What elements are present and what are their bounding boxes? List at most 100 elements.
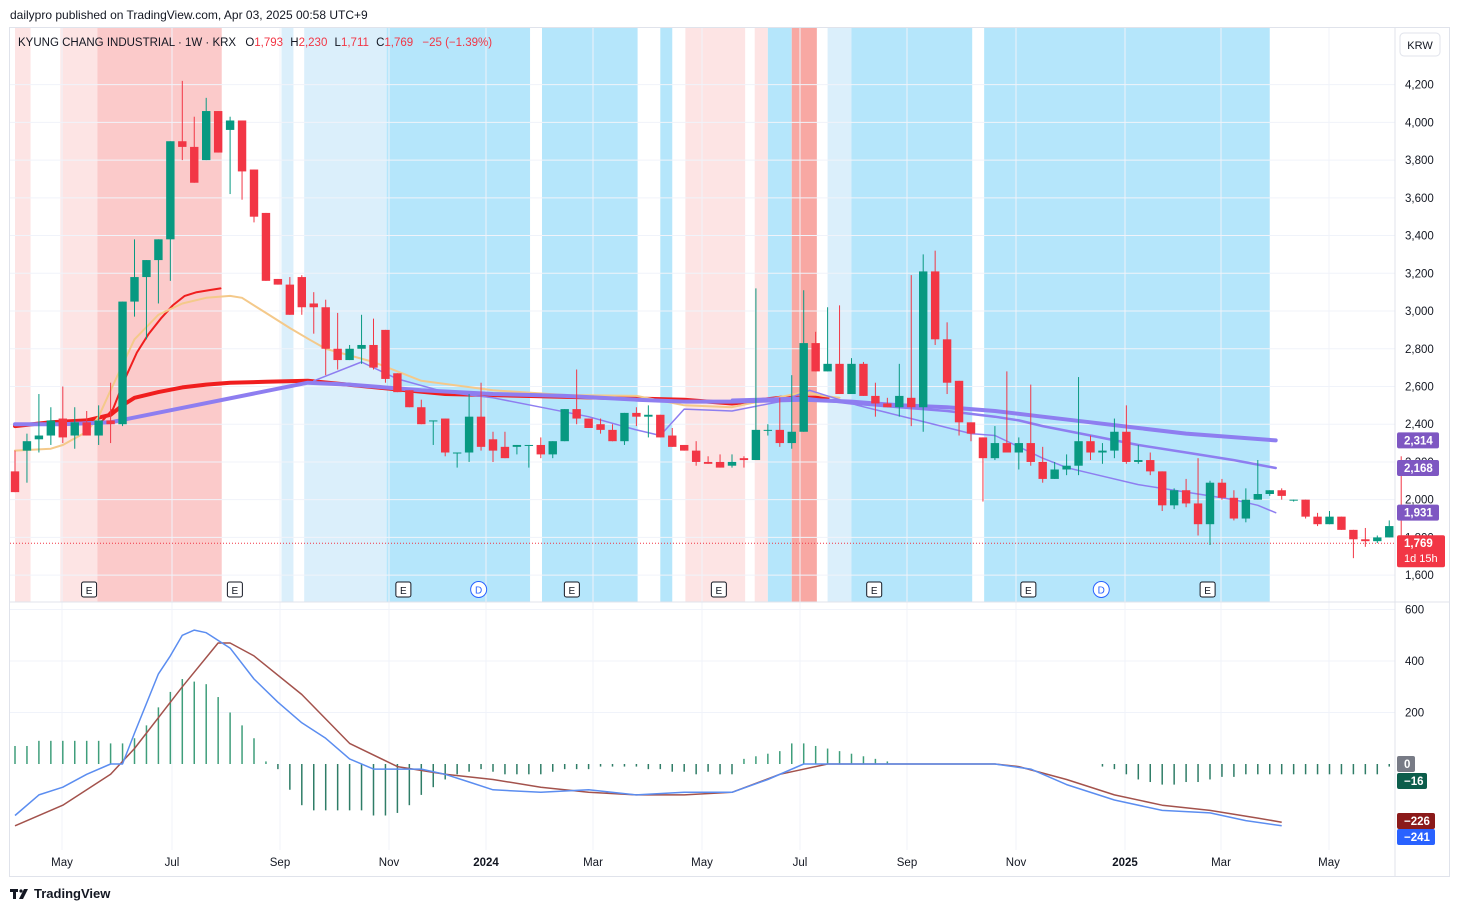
candle xyxy=(823,307,832,372)
candle-body xyxy=(847,363,856,395)
macd-value-label-bg xyxy=(1397,756,1415,772)
candle xyxy=(46,407,56,445)
background-band xyxy=(304,28,387,602)
candle xyxy=(1002,371,1012,453)
candle-body xyxy=(1026,443,1035,462)
candle-body xyxy=(1193,503,1203,525)
candle xyxy=(1241,488,1251,523)
candle-body xyxy=(285,284,295,315)
candle-body xyxy=(524,444,534,446)
price-tick-label: 2,000 xyxy=(1405,495,1434,507)
background-band xyxy=(541,28,638,602)
candle xyxy=(1146,452,1155,476)
earnings-marker[interactable]: E xyxy=(1020,581,1037,598)
candle xyxy=(1169,488,1179,510)
candle-body xyxy=(1289,499,1298,501)
candle-body xyxy=(1146,460,1155,472)
candle-body xyxy=(321,307,330,349)
dividend-marker[interactable]: D xyxy=(470,581,488,598)
background-band xyxy=(386,28,531,602)
tradingview-footer[interactable]: TradingView xyxy=(10,886,110,901)
candle-body xyxy=(775,429,784,444)
candle xyxy=(1253,460,1262,500)
earnings-marker-label: E xyxy=(871,586,878,597)
earnings-marker[interactable]: E xyxy=(395,581,412,598)
candle xyxy=(1385,520,1394,538)
candle xyxy=(871,382,880,417)
earnings-marker[interactable]: E xyxy=(710,581,727,598)
candle-body xyxy=(560,409,569,442)
candle-body xyxy=(166,141,175,240)
price-tick-label: 2,400 xyxy=(1405,419,1434,431)
candle-body xyxy=(548,441,557,455)
earnings-marker[interactable]: E xyxy=(226,581,243,598)
candle xyxy=(1086,435,1095,461)
macd-axis-ticks: 600 400 200 xyxy=(1405,605,1424,720)
macd-histogram xyxy=(14,679,1390,816)
earnings-marker[interactable]: E xyxy=(563,581,580,598)
candle xyxy=(1361,527,1370,547)
candle-body xyxy=(297,277,306,308)
earnings-marker-box xyxy=(866,581,883,598)
price-tick-label: 4,000 xyxy=(1405,117,1434,129)
candle-body xyxy=(680,444,689,451)
dividend-marker[interactable]: D xyxy=(1092,581,1110,598)
candle-body xyxy=(1313,516,1322,525)
candle xyxy=(1229,490,1239,521)
candle xyxy=(1289,499,1298,502)
candle xyxy=(811,331,820,372)
candle xyxy=(118,301,127,427)
candle xyxy=(1026,384,1035,466)
background-band xyxy=(281,28,294,602)
earnings-marker[interactable]: E xyxy=(866,581,883,598)
candle xyxy=(237,120,247,200)
candle-body xyxy=(823,363,832,372)
candle xyxy=(1050,461,1059,479)
candle xyxy=(620,412,629,445)
candle-body xyxy=(859,363,868,396)
candle-body xyxy=(130,277,139,302)
candle-body xyxy=(333,348,342,361)
candle xyxy=(202,97,211,161)
candle-body xyxy=(58,418,67,438)
candle xyxy=(775,397,784,447)
candle xyxy=(369,318,378,370)
candle xyxy=(345,344,354,361)
legend-close-label: C xyxy=(376,37,384,49)
earnings-marker-box xyxy=(395,581,412,598)
candle-body xyxy=(190,146,199,183)
currency-button[interactable]: KRW xyxy=(1399,32,1441,57)
candle-body xyxy=(572,409,581,419)
candle xyxy=(608,424,617,442)
earnings-marker-box xyxy=(226,581,243,598)
candle xyxy=(1038,446,1047,483)
price-tick-label: 3,600 xyxy=(1405,193,1434,205)
last-price-countdown: 1d 15h xyxy=(1404,553,1438,565)
candle xyxy=(34,394,44,453)
candle-body xyxy=(1217,482,1227,498)
time-tick-label: May xyxy=(1318,857,1340,869)
candle-body xyxy=(381,329,390,379)
candle-body xyxy=(225,120,235,130)
earnings-marker[interactable]: E xyxy=(1199,581,1216,598)
candle-body xyxy=(345,348,354,361)
candle xyxy=(907,275,916,427)
price-tick-label: 2,600 xyxy=(1405,381,1434,393)
legend-open-value: 1,793 xyxy=(254,37,283,49)
candle xyxy=(954,380,964,436)
legend-high-label: H xyxy=(290,37,298,49)
candle xyxy=(978,437,988,502)
candle-body xyxy=(1038,461,1047,479)
candle-body xyxy=(34,435,44,440)
candle-body xyxy=(1253,494,1262,500)
candle-body xyxy=(464,416,474,453)
candle-body xyxy=(1050,469,1059,479)
time-tick-label: May xyxy=(691,857,713,869)
macd-value-label: −226 xyxy=(1397,813,1435,829)
candle-body xyxy=(811,343,820,372)
candle-body xyxy=(500,446,510,459)
earnings-marker[interactable]: E xyxy=(81,581,98,598)
candle xyxy=(1301,499,1310,519)
candle xyxy=(560,409,569,442)
